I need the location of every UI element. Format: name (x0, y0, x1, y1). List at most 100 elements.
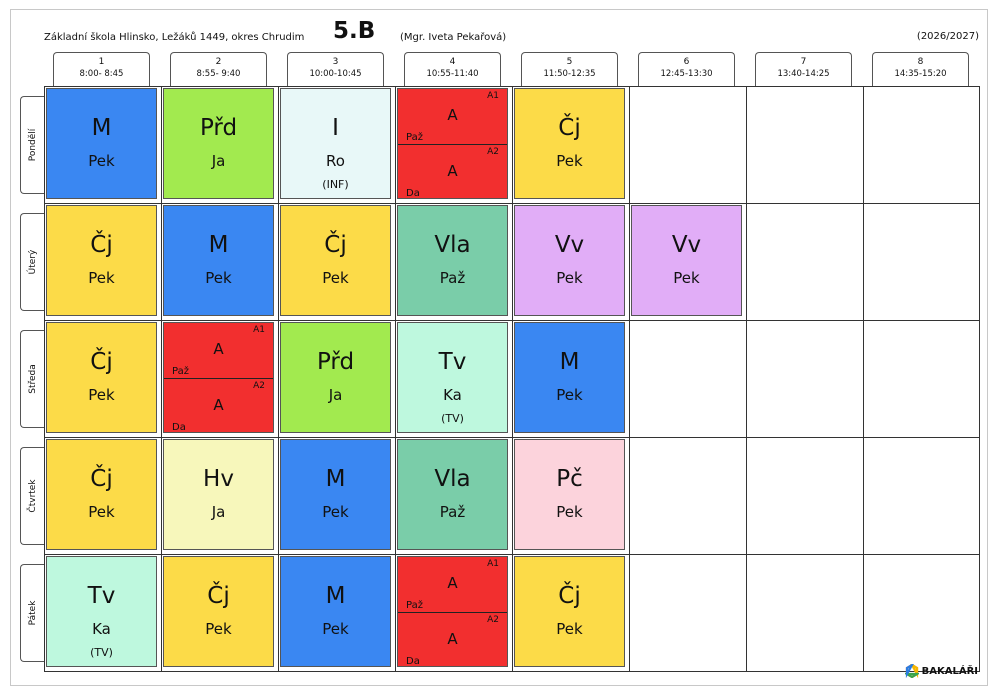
lesson-cell: A1 A Paž A2 A Da (397, 556, 508, 667)
lesson-teacher: Pek (205, 269, 232, 287)
school-year: (2026/2027) (916, 31, 979, 42)
group-teacher: Paž (172, 366, 189, 377)
day-label: Pátek (20, 564, 44, 662)
group-divider (164, 378, 273, 379)
lesson-cell: Pč Pek (514, 439, 625, 550)
grid-column-line (863, 86, 864, 672)
period-header: 3 10:00-10:45 (287, 52, 384, 87)
school-name: Základní škola Hlinsko, Ležáků 1449, okr… (44, 32, 305, 43)
lesson-cell: A1 A Paž A2 A Da (163, 322, 274, 433)
group-code: A1 (253, 325, 265, 335)
day-name: Středa (27, 364, 38, 394)
group-subject: A (447, 630, 458, 648)
lesson-cell: Tv Ka (TV) (46, 556, 157, 667)
day-name: Čtvrtek (27, 479, 38, 513)
period-number: 8 (917, 57, 924, 67)
group-code: A2 (487, 147, 499, 157)
period-number: 4 (449, 57, 456, 67)
lesson-cell: Vv Pek (631, 205, 742, 316)
period-time: 14:35-15:20 (894, 69, 947, 79)
period-header: 8 14:35-15:20 (872, 52, 969, 87)
lesson-teacher: Pek (88, 503, 115, 521)
period-number: 2 (215, 57, 222, 67)
period-header: 7 13:40-14:25 (755, 52, 852, 87)
lesson-cell: Tv Ka (TV) (397, 322, 508, 433)
period-time: 12:45-13:30 (660, 69, 713, 79)
grid-column-line (629, 86, 630, 672)
group-code: A1 (487, 91, 499, 101)
period-time: 13:40-14:25 (777, 69, 830, 79)
lesson-cell: Přd Ja (280, 322, 391, 433)
group-code: A1 (487, 559, 499, 569)
group-teacher: Da (172, 422, 186, 433)
lesson-subject: Čj (558, 583, 581, 609)
lesson-teacher: Paž (439, 269, 466, 287)
lesson-subject: Čj (324, 232, 347, 258)
lesson-subject: Čj (558, 115, 581, 141)
period-number: 3 (332, 57, 339, 67)
lesson-subject: Čj (90, 349, 113, 375)
grid-row-line (44, 554, 980, 555)
grid-column-line (161, 86, 162, 672)
lesson-group: A1 A Paž (398, 89, 507, 144)
lesson-teacher: Pek (88, 269, 115, 287)
period-header: 6 12:45-13:30 (638, 52, 735, 87)
day-label: Úterý (20, 213, 44, 311)
day-name: Úterý (27, 249, 38, 275)
lesson-cell: M Pek (46, 88, 157, 199)
lesson-cell: I Ro (INF) (280, 88, 391, 199)
group-subject: A (447, 162, 458, 180)
group-subject: A (447, 574, 458, 592)
day-label: Pondělí (20, 96, 44, 194)
lesson-teacher: Ja (328, 386, 343, 404)
lesson-cell: M Pek (163, 205, 274, 316)
lesson-group: A1 A Paž (164, 323, 273, 378)
lesson-cell: Vv Pek (514, 205, 625, 316)
lesson-group: A1 A Paž (398, 557, 507, 612)
grid-column-line (395, 86, 396, 672)
day-name: Pátek (27, 600, 38, 626)
lesson-subject: Vv (554, 232, 585, 258)
grid-column-line (512, 86, 513, 672)
lesson-teacher: Pek (322, 269, 349, 287)
lesson-teacher: Ka (443, 386, 462, 404)
lesson-teacher: Pek (322, 503, 349, 521)
lesson-teacher: Ja (211, 503, 226, 521)
lesson-cell: M Pek (280, 439, 391, 550)
lesson-room: (TV) (441, 412, 464, 425)
grid-row-line (44, 203, 980, 204)
logo-text: BAKALÁŘI (921, 665, 978, 677)
lesson-subject: Čj (90, 466, 113, 492)
lesson-subject: Vv (671, 232, 702, 258)
lesson-teacher: Pek (673, 269, 700, 287)
lesson-subject: Vla (434, 232, 471, 258)
period-time: 8:00- 8:45 (79, 69, 124, 79)
lesson-cell: M Pek (280, 556, 391, 667)
lesson-subject: Tv (438, 349, 467, 375)
lesson-subject: Přd (316, 349, 355, 375)
period-header: 1 8:00- 8:45 (53, 52, 150, 87)
group-code: A2 (487, 615, 499, 625)
lesson-cell: Čj Pek (46, 322, 157, 433)
group-divider (398, 612, 507, 613)
lesson-cell: Čj Pek (280, 205, 391, 316)
lesson-subject: Pč (556, 466, 583, 492)
grid-column-line (278, 86, 279, 672)
lesson-teacher: Pek (556, 269, 583, 287)
lesson-subject: M (91, 115, 112, 141)
lesson-cell: Přd Ja (163, 88, 274, 199)
lesson-teacher: Ka (92, 620, 111, 638)
lesson-subject: Vla (434, 466, 471, 492)
group-teacher: Paž (406, 600, 423, 611)
group-subject: A (447, 106, 458, 124)
period-number: 6 (683, 57, 690, 67)
lesson-cell: Čj Pek (46, 439, 157, 550)
group-subject: A (213, 396, 224, 414)
lesson-subject: Tv (87, 583, 116, 609)
lesson-subject: M (325, 466, 346, 492)
period-header: 5 11:50-12:35 (521, 52, 618, 87)
period-time: 10:55-11:40 (426, 69, 479, 79)
lesson-cell: Čj Pek (514, 556, 625, 667)
bakalari-logo: BAKALÁŘI (904, 664, 978, 678)
lesson-subject: Čj (207, 583, 230, 609)
